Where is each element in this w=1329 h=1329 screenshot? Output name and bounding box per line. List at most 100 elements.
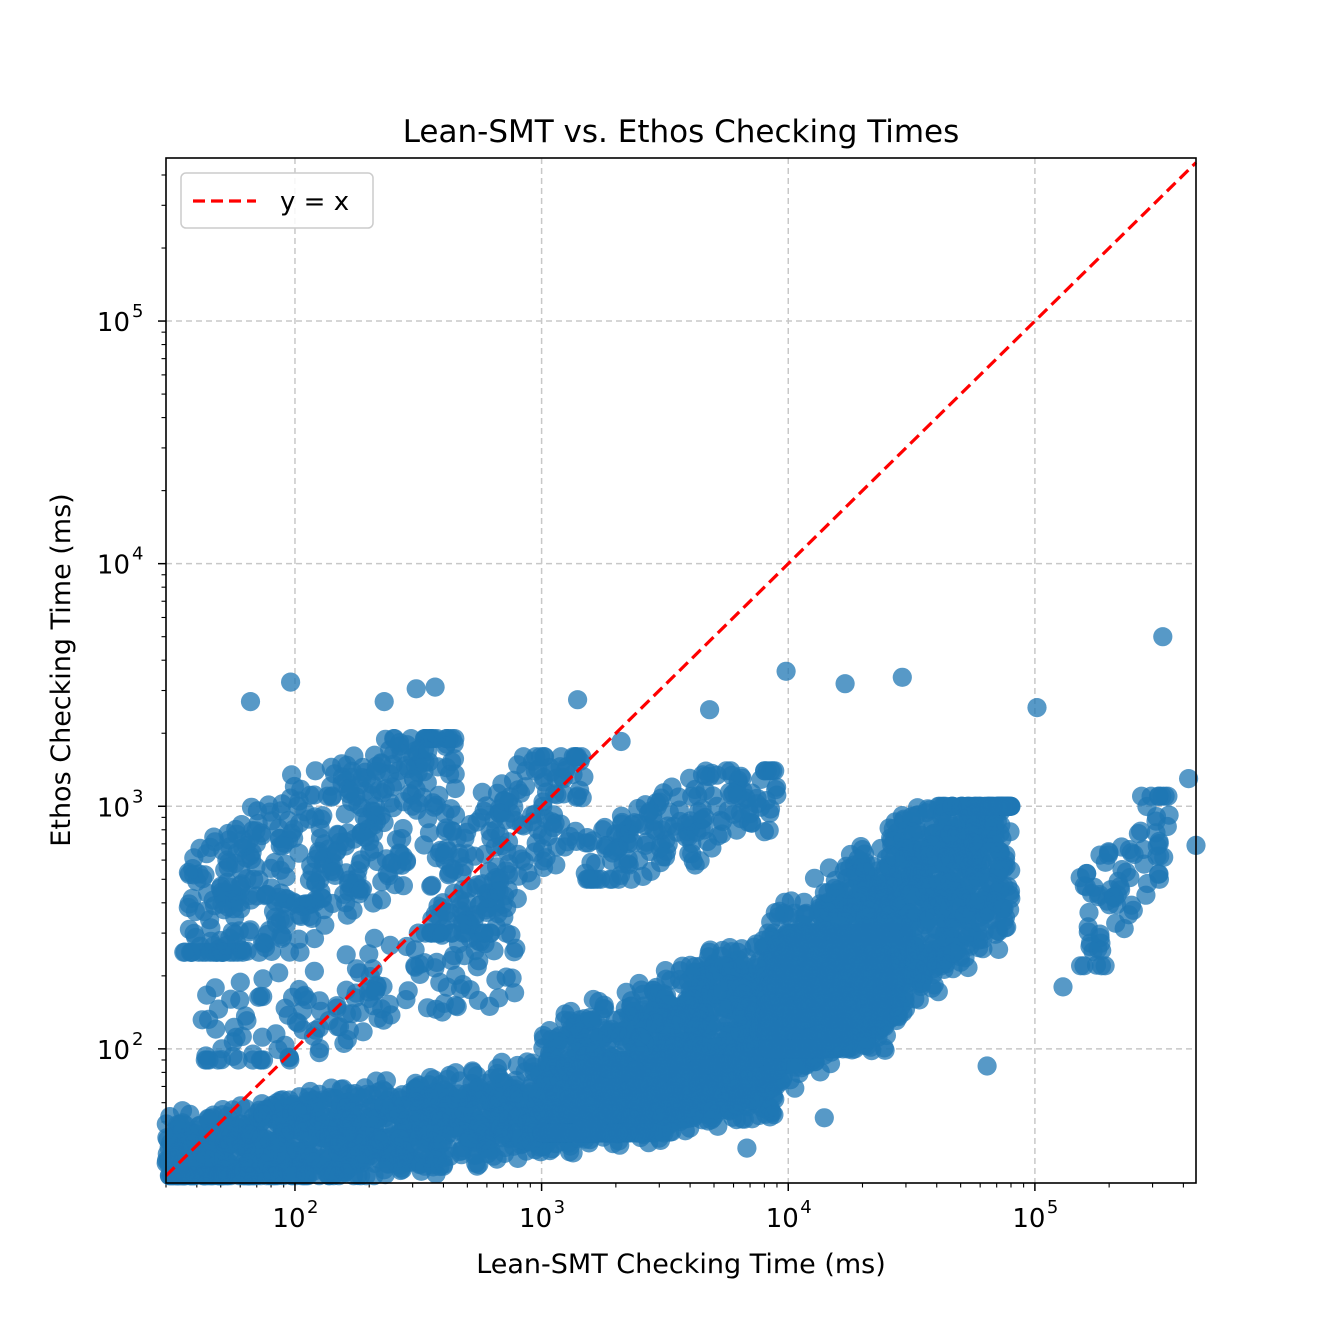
data-point bbox=[733, 984, 753, 1004]
data-point bbox=[169, 1159, 189, 1179]
data-point bbox=[335, 1108, 356, 1128]
data-point bbox=[749, 1105, 769, 1126]
data-point bbox=[281, 1120, 301, 1140]
data-point bbox=[672, 974, 692, 994]
data-point bbox=[785, 1014, 806, 1034]
data-point bbox=[931, 937, 951, 958]
data-point bbox=[779, 926, 799, 947]
data-point bbox=[652, 1106, 672, 1126]
data-point bbox=[914, 846, 934, 866]
data-point bbox=[671, 1011, 691, 1031]
data-point bbox=[419, 823, 440, 843]
data-point bbox=[655, 961, 676, 981]
data-point bbox=[635, 1068, 655, 1088]
data-point bbox=[580, 1007, 600, 1028]
data-point bbox=[885, 847, 905, 867]
data-point bbox=[793, 980, 814, 1000]
data-point bbox=[907, 959, 927, 979]
data-point bbox=[562, 1123, 582, 1143]
data-point bbox=[765, 1089, 785, 1109]
data-point bbox=[373, 1080, 393, 1100]
data-point bbox=[515, 1062, 535, 1082]
data-point bbox=[255, 1100, 276, 1120]
data-point bbox=[1001, 796, 1021, 816]
data-point bbox=[469, 1077, 489, 1097]
data-point bbox=[502, 1085, 523, 1106]
data-point bbox=[631, 980, 651, 1000]
data-point bbox=[629, 1042, 649, 1062]
data-point bbox=[438, 1069, 458, 1089]
data-point bbox=[639, 1122, 659, 1142]
data-point bbox=[700, 965, 720, 985]
data-point bbox=[226, 1163, 246, 1183]
data-point bbox=[680, 955, 700, 976]
data-point bbox=[605, 1010, 626, 1030]
data-point bbox=[385, 1097, 405, 1117]
data-point bbox=[684, 1061, 705, 1081]
data-point bbox=[508, 1148, 528, 1168]
data-point bbox=[924, 975, 944, 995]
data-point bbox=[682, 1078, 702, 1098]
data-point bbox=[391, 1123, 411, 1144]
data-point bbox=[203, 1105, 224, 1125]
data-point bbox=[544, 1097, 564, 1117]
data-point bbox=[172, 1113, 192, 1133]
data-point bbox=[489, 1116, 509, 1136]
data-point bbox=[454, 1101, 474, 1121]
data-point bbox=[533, 1123, 553, 1143]
data-point bbox=[339, 1092, 359, 1112]
data-point bbox=[365, 1109, 385, 1129]
data-point bbox=[796, 929, 816, 949]
data-point bbox=[856, 900, 876, 920]
data-point bbox=[941, 871, 962, 891]
data-point bbox=[857, 1029, 877, 1049]
data-point bbox=[852, 858, 872, 878]
data-point bbox=[785, 1039, 805, 1059]
data-point bbox=[825, 870, 846, 891]
data-point bbox=[973, 929, 993, 949]
data-point bbox=[549, 1048, 570, 1068]
data-point bbox=[946, 911, 967, 931]
data-point bbox=[773, 964, 793, 984]
data-point bbox=[478, 1144, 498, 1164]
data-point bbox=[994, 911, 1014, 931]
data-point bbox=[794, 904, 814, 925]
data-point bbox=[828, 1014, 848, 1034]
data-point bbox=[905, 989, 925, 1009]
data-point bbox=[598, 1054, 618, 1074]
data-point bbox=[602, 1104, 622, 1124]
data-point bbox=[658, 995, 678, 1015]
data-point bbox=[589, 991, 609, 1012]
data-point bbox=[539, 1021, 560, 1041]
data-point bbox=[195, 1166, 215, 1186]
data-point bbox=[979, 873, 999, 893]
data-point bbox=[958, 957, 978, 978]
data-point bbox=[371, 890, 392, 910]
scatter-points bbox=[156, 627, 1206, 1186]
data-point bbox=[679, 991, 699, 1011]
data-point bbox=[276, 867, 296, 887]
data-point bbox=[427, 1148, 447, 1168]
data-point bbox=[618, 1089, 638, 1109]
data-point bbox=[852, 882, 873, 902]
data-point bbox=[873, 897, 894, 917]
data-point bbox=[488, 1087, 508, 1107]
data-point bbox=[608, 1123, 628, 1143]
data-point bbox=[968, 839, 989, 859]
data-point bbox=[259, 1131, 280, 1151]
data-point bbox=[927, 917, 947, 937]
data-point bbox=[442, 1122, 462, 1142]
data-point bbox=[384, 1152, 404, 1172]
data-point bbox=[930, 895, 950, 915]
data-point bbox=[759, 1004, 779, 1024]
data-point bbox=[355, 1149, 375, 1169]
data-point bbox=[947, 825, 967, 845]
data-point bbox=[273, 1098, 293, 1118]
data-point bbox=[810, 976, 830, 996]
data-point bbox=[293, 1140, 313, 1160]
data-point bbox=[884, 913, 904, 933]
data-point bbox=[195, 1149, 215, 1169]
data-point bbox=[872, 997, 892, 1017]
data-point bbox=[764, 1061, 784, 1081]
